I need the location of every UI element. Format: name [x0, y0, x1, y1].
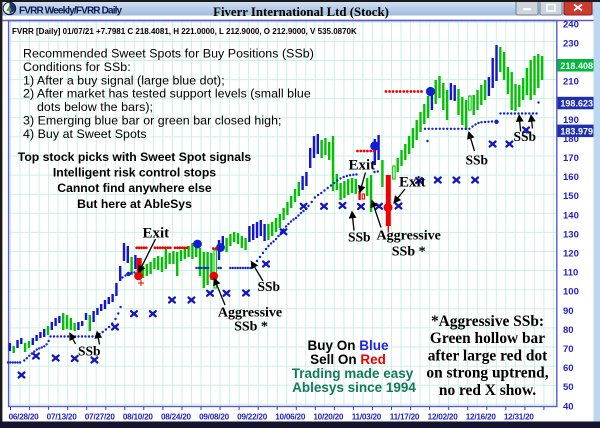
svg-text:1) After a buy signal (large b: 1) After a buy signal (large blue dot); [23, 73, 225, 87]
svg-text:FVRR [Daily] 01/07/21 +7.7981: FVRR [Daily] 01/07/21 +7.7981 C 218.4081… [12, 27, 357, 36]
svg-text:Aggressive: Aggressive [377, 229, 441, 244]
svg-text:190: 190 [563, 115, 579, 126]
svg-text:no red X show.: no red X show. [439, 382, 536, 399]
svg-text:240: 240 [563, 19, 579, 30]
svg-text:183.979: 183.979 [560, 126, 593, 136]
svg-text:SSb: SSb [258, 279, 281, 294]
svg-text:90: 90 [563, 306, 574, 317]
svg-text:SSb: SSb [466, 153, 489, 168]
svg-text:150: 150 [563, 191, 579, 202]
svg-text:Trading made easy: Trading made easy [292, 366, 414, 381]
svg-text:08/10/20: 08/10/20 [123, 413, 154, 422]
svg-text:SSb: SSb [78, 344, 101, 359]
svg-text:Ablesys since 1994: Ablesys since 1994 [292, 380, 416, 395]
svg-text:08/24/20: 08/24/20 [161, 413, 192, 422]
svg-text:SSb: SSb [514, 129, 537, 144]
svg-text:210: 210 [563, 77, 579, 88]
svg-text:11/17/20: 11/17/20 [390, 413, 420, 422]
svg-text:4) Buy at Sweet Spots: 4) Buy at Sweet Spots [23, 127, 147, 141]
svg-text:06/28/20: 06/28/20 [9, 413, 40, 422]
svg-text:Green hollow bar: Green hollow bar [430, 330, 545, 347]
svg-text:70: 70 [563, 344, 574, 355]
svg-text:on strong uptrend,: on strong uptrend, [426, 365, 548, 382]
svg-text:110: 110 [563, 268, 578, 279]
svg-text:10/06/20: 10/06/20 [275, 413, 306, 422]
svg-text:198.623: 198.623 [560, 99, 593, 109]
svg-text:Conditions for SSb:: Conditions for SSb: [23, 60, 131, 74]
svg-text:170: 170 [563, 153, 579, 164]
svg-text:Intelligent risk control stops: Intelligent risk control stops [53, 166, 216, 180]
svg-text:09/22/20: 09/22/20 [237, 413, 268, 422]
svg-text:230: 230 [563, 38, 579, 49]
svg-text:SSb *: SSb * [234, 320, 268, 335]
svg-text:160: 160 [563, 172, 579, 183]
svg-text:12/16/20: 12/16/20 [466, 413, 497, 422]
svg-text:130: 130 [563, 229, 579, 240]
svg-text:2) After market has tested sup: 2) After market has tested support level… [23, 87, 311, 101]
svg-text:180: 180 [563, 134, 579, 145]
svg-text:SSb *: SSb * [392, 245, 426, 260]
svg-text:Recommended Sweet Spots for Bu: Recommended Sweet Spots for Buy Position… [23, 47, 314, 61]
svg-text:10/20/20: 10/20/20 [313, 413, 344, 422]
svg-text:40: 40 [563, 401, 574, 412]
svg-text:3) Emerging blue bar or green: 3) Emerging blue bar or green bar closed… [23, 114, 282, 128]
svg-text:140: 140 [563, 210, 579, 221]
svg-text:dots below the bars);: dots below the bars); [23, 100, 153, 114]
svg-text:100: 100 [563, 287, 579, 298]
svg-text:80: 80 [563, 325, 574, 336]
svg-text:07/27/20: 07/27/20 [85, 413, 116, 422]
svg-text:FVRR Weekly/FVRR Daily: FVRR Weekly/FVRR Daily [19, 6, 123, 17]
svg-text:Fiverr International Ltd (Stoc: Fiverr International Ltd (Stock) [213, 5, 389, 19]
svg-text:Exit: Exit [399, 175, 426, 191]
svg-text:Top stock picks with Sweet Spo: Top stock picks with Sweet Spot signals [18, 150, 252, 164]
svg-text:218.408: 218.408 [560, 61, 593, 71]
svg-text:07/13/20: 07/13/20 [47, 413, 78, 422]
svg-text:But here at AbleSys: But here at AbleSys [77, 197, 192, 211]
svg-text:Sell On Red: Sell On Red [310, 352, 386, 367]
svg-text:Cannot find anywhere else: Cannot find anywhere else [57, 181, 212, 195]
svg-text:09/08/20: 09/08/20 [199, 413, 230, 422]
svg-text:Aggressive: Aggressive [218, 306, 282, 321]
svg-text:Exit: Exit [349, 158, 376, 174]
svg-text:11/03/20: 11/03/20 [352, 413, 382, 422]
svg-text:after large red dot: after large red dot [428, 347, 548, 364]
svg-text:12/31/20: 12/31/20 [504, 413, 535, 422]
svg-text:*Aggressive SSb:: *Aggressive SSb: [431, 313, 544, 330]
svg-text:Exit: Exit [143, 226, 170, 242]
svg-text:60: 60 [563, 363, 574, 374]
svg-text:50: 50 [563, 382, 574, 393]
svg-text:120: 120 [563, 249, 579, 260]
svg-text:SSb: SSb [348, 230, 371, 245]
svg-text:Buy On Blue: Buy On Blue [307, 338, 389, 353]
svg-text:12/02/20: 12/02/20 [428, 413, 459, 422]
